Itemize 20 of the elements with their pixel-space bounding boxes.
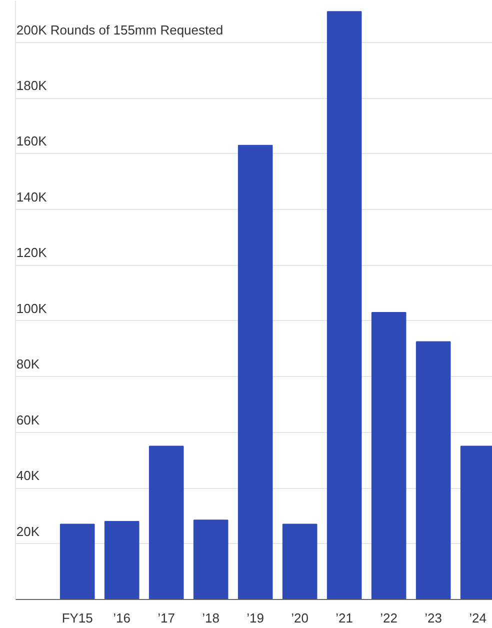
y-tick-label: 160K [16, 134, 48, 149]
x-tick-label: ’18 [202, 610, 220, 626]
x-tick-label: ’19 [246, 610, 264, 626]
x-tick-label: ’17 [158, 610, 176, 626]
x-tick-label: ’16 [113, 610, 131, 626]
y-tick-label: 140K [16, 189, 48, 204]
x-tick-label: ’24 [469, 610, 486, 626]
x-tick-label: ’20 [291, 610, 309, 626]
x-tick-label: FY15 [62, 610, 93, 626]
y-tick-label: 60K [16, 412, 40, 428]
y-tick-label: 120K [16, 245, 48, 260]
y-tick-label: 20K [16, 524, 40, 539]
y-tick-label: 200K Rounds of 155mm Requested [16, 22, 224, 38]
y-tick-label: 180K [16, 78, 48, 94]
y-tick-label: 80K [16, 356, 40, 372]
y-tick-label: 100K [16, 300, 48, 316]
x-tick-label: ’23 [424, 610, 442, 626]
x-tick-label: ’21 [336, 610, 354, 626]
y-tick-label: 40K [16, 468, 40, 484]
x-tick-label: ’22 [380, 610, 398, 626]
